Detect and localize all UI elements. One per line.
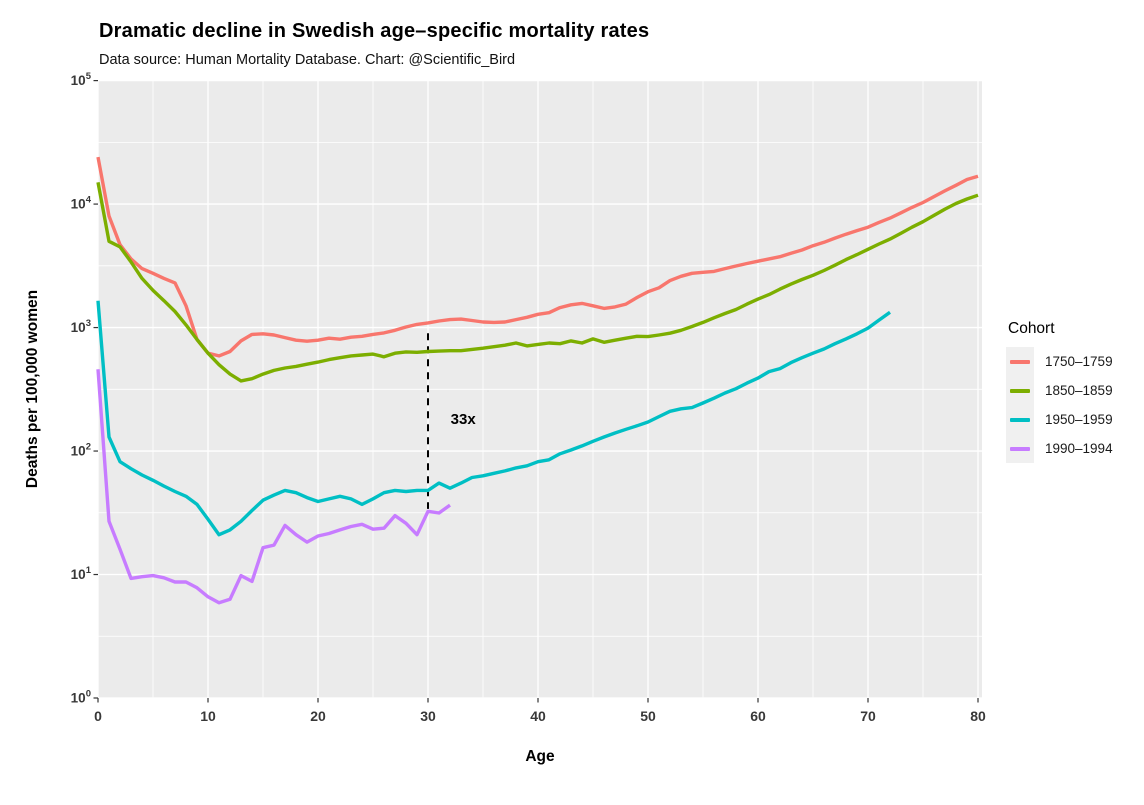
svg-text:102: 102 bbox=[71, 442, 91, 459]
axis-ticks bbox=[93, 79, 979, 703]
legend-entry-1750-1759: 1750–1759 bbox=[1006, 347, 1113, 376]
legend-key-icon bbox=[1006, 434, 1034, 463]
series-line-1990-1994 bbox=[96, 369, 451, 605]
legend-entry-1850-1859: 1850–1859 bbox=[1006, 376, 1113, 405]
svg-text:105: 105 bbox=[71, 71, 92, 88]
legend-key-icon bbox=[1006, 376, 1034, 405]
chart-title: Dramatic decline in Swedish age–specific… bbox=[99, 20, 650, 42]
svg-text:103: 103 bbox=[71, 318, 91, 335]
series-line-1850-1859 bbox=[96, 181, 979, 383]
svg-text:70: 70 bbox=[860, 708, 876, 724]
legend-swatch-1950-1959 bbox=[1010, 417, 1030, 422]
legend-entry-1950-1959: 1950–1959 bbox=[1006, 405, 1113, 434]
legend-title: Cohort bbox=[1008, 320, 1055, 337]
legend-entry-label: 1950–1959 bbox=[1045, 412, 1113, 427]
legend-swatch-1990-1994 bbox=[1010, 446, 1030, 451]
legend-entry-label: 1990–1994 bbox=[1045, 441, 1113, 456]
svg-text:40: 40 bbox=[530, 708, 546, 724]
x-axis-title: Age bbox=[525, 748, 555, 765]
annotation-33x-label: 33x bbox=[451, 411, 477, 428]
svg-text:0: 0 bbox=[94, 708, 102, 724]
svg-text:104: 104 bbox=[71, 195, 92, 212]
y-tick-labels: 100 101 102 103 104 105 bbox=[71, 71, 92, 705]
legend-entry-1990-1994: 1990–1994 bbox=[1006, 434, 1113, 463]
svg-text:20: 20 bbox=[310, 708, 326, 724]
x-tick-labels: 0 10 20 30 40 50 60 70 80 bbox=[94, 708, 986, 724]
svg-text:80: 80 bbox=[970, 708, 986, 724]
legend: Cohort 1750–1759 1850–1859 1950–1959 199… bbox=[1006, 320, 1113, 463]
legend-entry-label: 1750–1759 bbox=[1045, 354, 1113, 369]
svg-text:10: 10 bbox=[200, 708, 216, 724]
legend-key-icon bbox=[1006, 405, 1034, 434]
svg-text:30: 30 bbox=[420, 708, 436, 724]
svg-text:100: 100 bbox=[71, 689, 91, 706]
legend-entry-label: 1850–1859 bbox=[1045, 383, 1113, 398]
svg-text:101: 101 bbox=[71, 565, 92, 582]
svg-text:50: 50 bbox=[640, 708, 656, 724]
series-line-1950-1959 bbox=[96, 300, 891, 537]
legend-swatch-1850-1859 bbox=[1010, 388, 1030, 393]
series-line-1750-1759 bbox=[96, 156, 979, 358]
chart-subtitle: Data source: Human Mortality Database. C… bbox=[99, 52, 516, 68]
legend-key-icon bbox=[1006, 347, 1034, 376]
legend-swatch-1750-1759 bbox=[1010, 359, 1030, 364]
svg-text:60: 60 bbox=[750, 708, 766, 724]
